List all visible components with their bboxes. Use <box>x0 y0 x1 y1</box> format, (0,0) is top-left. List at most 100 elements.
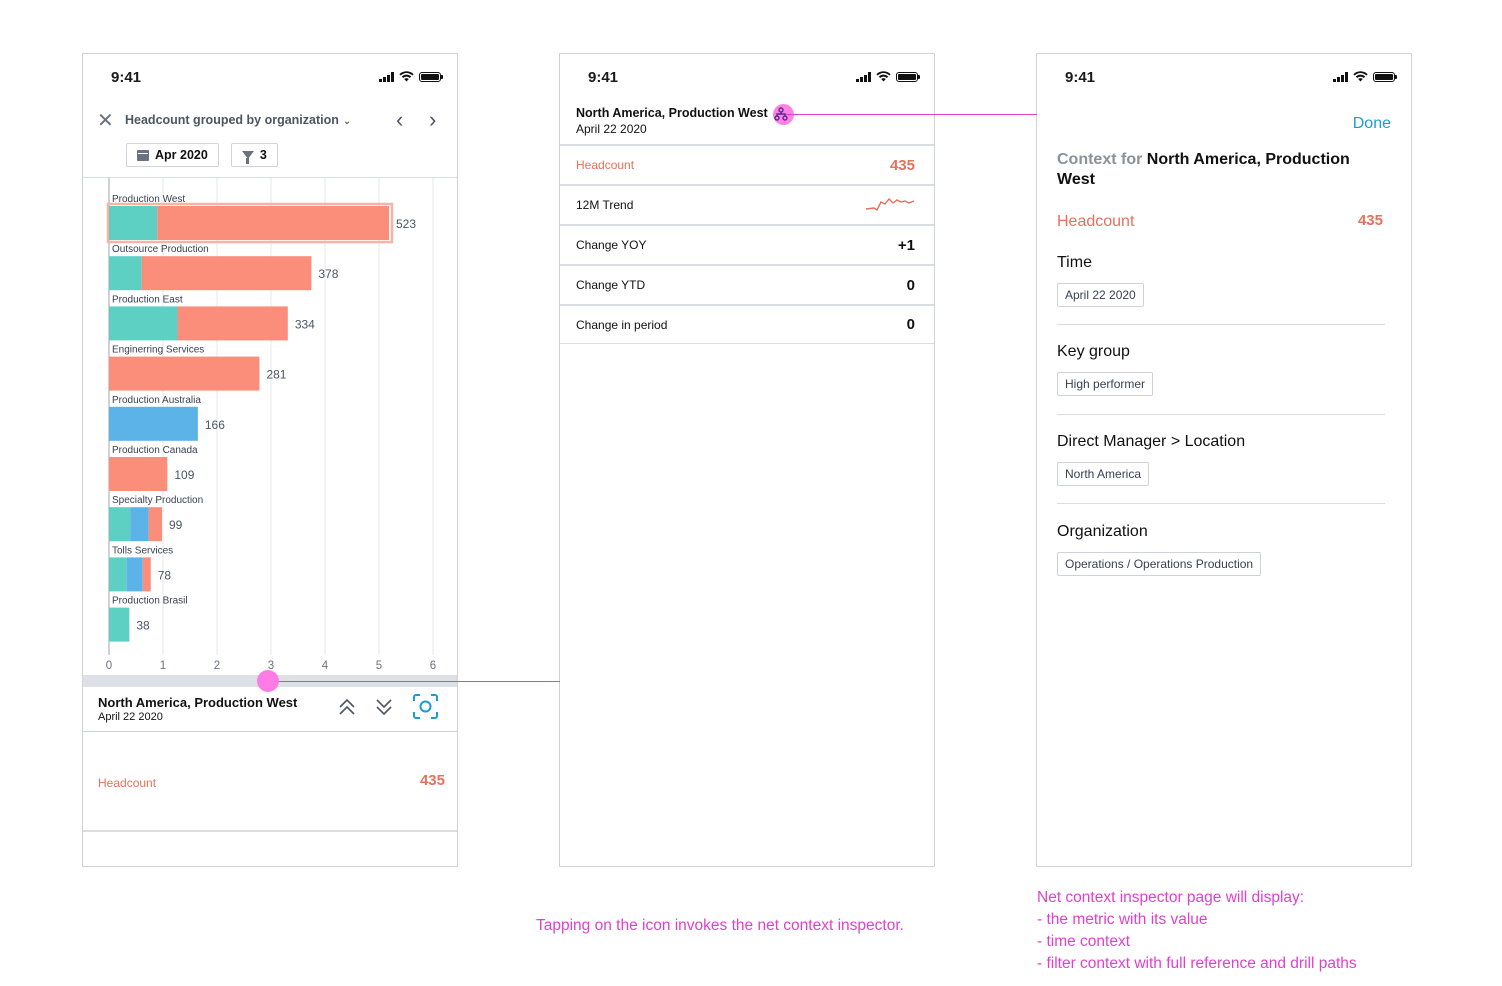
chevron-down-icon: ⌄ <box>342 116 352 127</box>
divider <box>83 177 457 178</box>
bar-segment <box>109 507 131 542</box>
tap-note: Tapping on the icon invokes the net cont… <box>536 917 904 934</box>
net-context-icon[interactable] <box>773 104 803 125</box>
bar-value-label: 281 <box>266 368 286 382</box>
row-name: Change YTD <box>576 278 646 292</box>
sparkline-icon <box>865 197 915 212</box>
date-filter-chip[interactable]: Apr 2020 <box>126 143 219 167</box>
inspector-note-line: - filter context with full reference and… <box>1037 955 1357 972</box>
divider <box>83 830 457 832</box>
context-section-location: Direct Manager > Location North America <box>1057 433 1385 486</box>
row-value: +1 <box>897 236 915 254</box>
detail-date: April 22 2020 <box>98 711 163 723</box>
x-tick-label: 4 <box>322 660 329 672</box>
context-lead: Context for <box>1057 151 1143 168</box>
metric-value: 435 <box>1357 212 1383 229</box>
bar-segment <box>109 206 158 240</box>
bar-segment <box>109 306 178 341</box>
bar-value-label: 78 <box>158 568 172 582</box>
signal-icon <box>856 71 871 82</box>
filter-chip[interactable]: 3 <box>230 143 278 167</box>
x-tick-label: 0 <box>106 660 112 672</box>
metric-row-trend[interactable]: 12M Trend <box>560 184 934 224</box>
divider <box>1057 414 1385 415</box>
status-time: 9:41 <box>588 69 619 86</box>
context-section-organization: Organization Operations / Operations Pro… <box>1057 523 1385 576</box>
chart-title: Headcount grouped by organization <box>125 113 339 127</box>
close-icon[interactable]: ✕ <box>97 110 114 132</box>
row-value: 0 <box>906 316 915 333</box>
bar-value-label: 378 <box>318 267 338 281</box>
battery-icon <box>419 71 443 82</box>
row-value: 0 <box>906 276 915 294</box>
context-tag[interactable]: April 22 2020 <box>1057 283 1144 307</box>
context-section-key-group: Key group High performer <box>1057 343 1385 396</box>
context-section-time: Time April 22 2020 <box>1057 254 1385 307</box>
bar-segment <box>109 256 142 291</box>
bar-segment <box>130 507 149 542</box>
metric-row-change-ytd[interactable]: Change YTD 0 <box>560 264 934 304</box>
bar-value-label: 109 <box>174 468 194 482</box>
x-tick-label: 3 <box>268 660 274 672</box>
bar-value-label: 99 <box>169 518 183 532</box>
bar-segment <box>141 256 312 291</box>
x-tick-label: 6 <box>430 660 436 672</box>
bar-segment <box>177 306 288 341</box>
bar-category-label: Specialty Production <box>112 495 203 506</box>
detail-title: North America, Production West <box>576 106 768 120</box>
bar-segment <box>109 607 130 642</box>
detail-date: April 22 2020 <box>576 122 647 136</box>
filter-icon <box>241 151 254 164</box>
metric-row-headcount[interactable]: Headcount 435 <box>560 144 934 184</box>
context-title: Context for North America, Production We… <box>1057 150 1387 190</box>
focus-icon[interactable] <box>413 694 438 719</box>
row-name: Change in period <box>576 317 668 332</box>
battery-icon <box>896 71 920 82</box>
context-subject: North America, Production West <box>1057 151 1350 188</box>
metric-list: Headcount 435 12M Trend Change YOY +1 Ch… <box>560 144 934 344</box>
section-heading: Direct Manager > Location <box>1057 433 1246 450</box>
bar-segment <box>142 557 151 592</box>
next-icon[interactable]: › <box>429 107 437 132</box>
bar-category-label: Tolls Services <box>112 545 173 556</box>
status-bar: 9:41 <box>560 54 934 100</box>
screen-context-inspector: 9:41 Done Context for North America, Pro… <box>1036 53 1412 867</box>
chart-title-dropdown[interactable]: Headcount grouped by organization ⌄ <box>125 113 351 127</box>
bar-value-label: 334 <box>295 317 315 331</box>
previous-icon[interactable]: ‹ <box>396 107 404 132</box>
divider <box>83 731 457 732</box>
done-button[interactable]: Done <box>1352 115 1391 132</box>
bar-highlight <box>106 202 394 244</box>
bar-segment <box>109 457 168 491</box>
status-bar: 9:41 <box>1037 54 1411 100</box>
context-tag[interactable]: High performer <box>1057 372 1154 396</box>
bar-segment <box>126 557 143 592</box>
screen-chart: 9:41 ✕ Headcount grouped by organization… <box>82 53 458 867</box>
touch-indicator <box>257 670 279 692</box>
metric-row-change-yoy[interactable]: Change YOY +1 <box>560 224 934 264</box>
battery-icon <box>1373 71 1397 82</box>
bar-category-label: Production Australia <box>112 395 201 406</box>
calendar-icon <box>137 149 149 161</box>
row-name: 12M Trend <box>576 198 634 212</box>
collapse-up-icon[interactable] <box>338 697 356 717</box>
context-tag[interactable]: North America <box>1057 462 1150 486</box>
section-heading: Time <box>1057 254 1092 271</box>
metric-name: Headcount <box>1057 213 1135 230</box>
context-tag[interactable]: Operations / Operations Production <box>1057 552 1262 576</box>
inspector-note: Net context inspector page will display:… <box>1037 887 1357 975</box>
bar-value-label: 166 <box>205 418 225 432</box>
metric-row-change-period[interactable]: Change in period 0 <box>560 304 934 344</box>
status-bar: 9:41 <box>83 54 457 100</box>
screen-detail: 9:41 North America, Production West Apri… <box>559 53 935 867</box>
x-tick-label: 5 <box>376 660 382 672</box>
inspector-note-line: Net context inspector page will display: <box>1037 889 1305 906</box>
divider <box>1057 503 1385 504</box>
x-tick-label: 1 <box>160 660 166 672</box>
date-chip-label: Apr 2020 <box>155 148 208 162</box>
divider <box>1057 324 1385 325</box>
signal-icon <box>379 71 394 82</box>
expand-down-icon[interactable] <box>375 697 393 717</box>
annotation-connector <box>268 681 560 682</box>
bar-category-label: Production East <box>112 294 183 305</box>
